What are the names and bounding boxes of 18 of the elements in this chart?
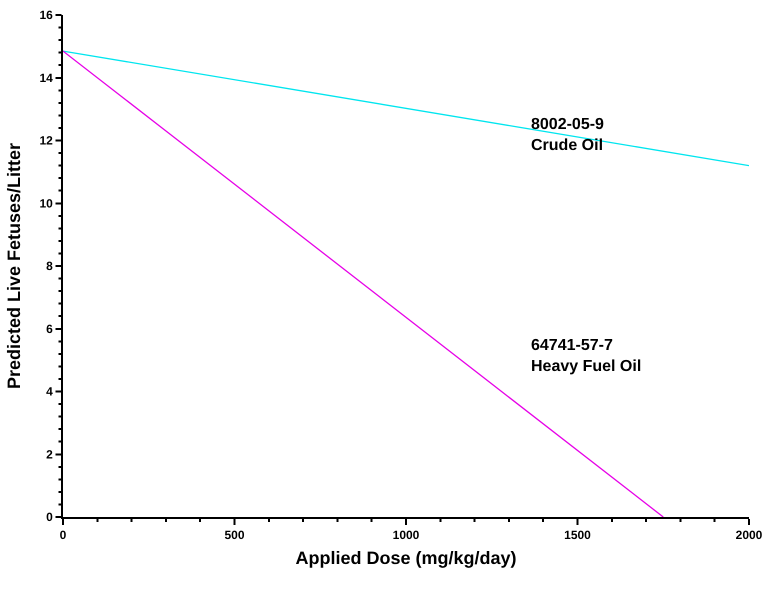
x-axis-title: Applied Dose (mg/kg/day): [295, 548, 517, 568]
y-tick-label: 10: [39, 196, 54, 210]
y-tick-label: 4: [46, 384, 54, 399]
y-tick-label: 16: [39, 8, 54, 22]
y-axis-title: Predicted Live Fetuses/Litter: [4, 142, 24, 390]
x-tick-label: 1000: [392, 528, 420, 542]
y-tick-label: 12: [39, 134, 54, 148]
y-tick-label: 6: [46, 322, 54, 336]
annotation: 8002-05-9 Crude Oil: [531, 116, 604, 154]
y-tick-label: 2: [46, 447, 54, 462]
y-tick-label: 14: [39, 70, 54, 85]
x-tick-label: 2000: [736, 528, 763, 542]
y-tick-label: 8: [46, 259, 54, 274]
annotation: 64741-57-7 Heavy Fuel Oil: [531, 337, 642, 375]
y-tick-label: 0: [46, 510, 54, 524]
x-tick-label: 500: [224, 528, 245, 542]
x-tick-label: 1500: [564, 528, 592, 542]
x-tick-label: 0: [60, 528, 67, 542]
